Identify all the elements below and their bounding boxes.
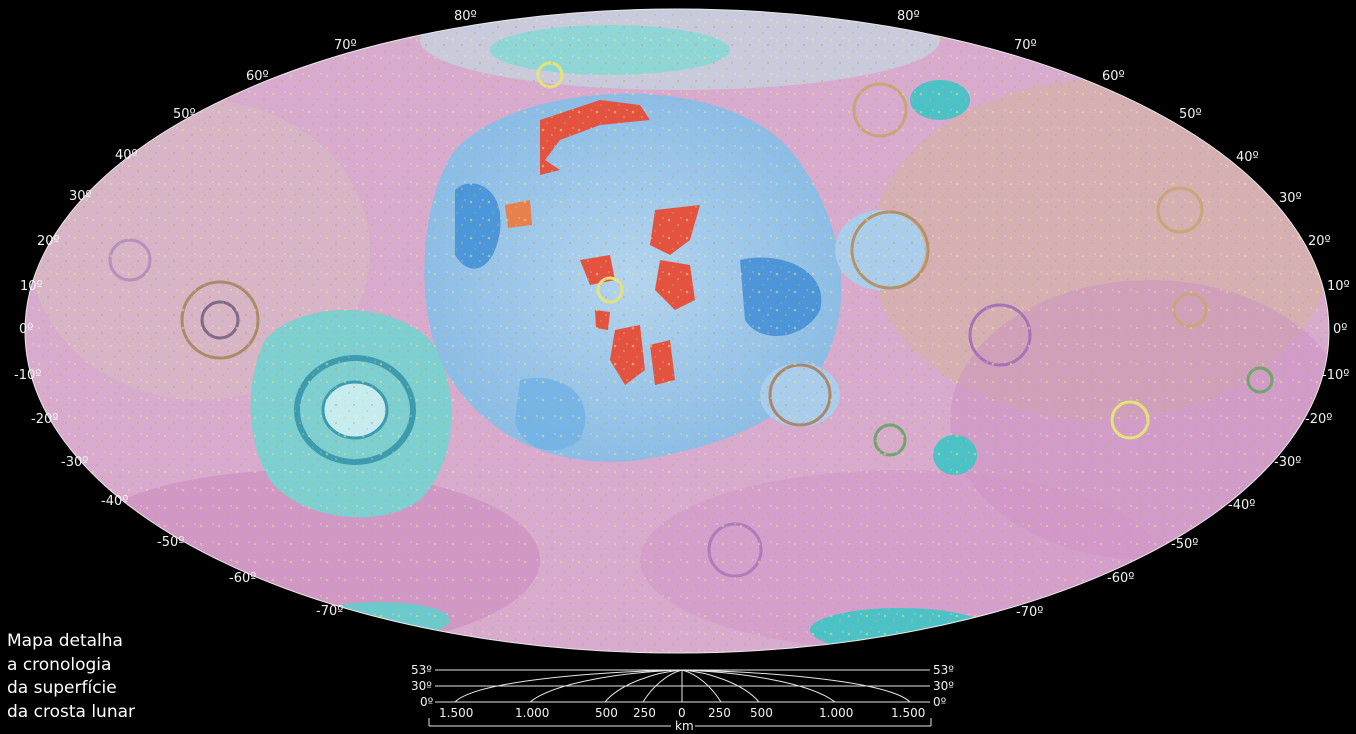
lat-label-right-70: 70º bbox=[1014, 38, 1037, 53]
scale-distance-label: 500 bbox=[750, 706, 773, 720]
lat-label-left-m70: -70º bbox=[316, 604, 344, 619]
lat-label-right-0: 0º bbox=[1333, 322, 1348, 337]
scale-distance-label: 1.500 bbox=[439, 706, 474, 720]
scale-distance-label: 1.500 bbox=[891, 706, 926, 720]
lat-label-right-m10: -10º bbox=[1322, 368, 1350, 383]
lat-label-left-0: 0º bbox=[19, 322, 34, 337]
scale-distance-label: 1.000 bbox=[819, 706, 854, 720]
lat-label-right-60: 60º bbox=[1102, 69, 1125, 84]
scale-bar: 53º 30º 0º 53º 30º 0º 1.500 1.000 500 25… bbox=[405, 660, 965, 734]
lat-label-left-10: 10º bbox=[20, 279, 43, 294]
scale-distance-label: 0 bbox=[678, 706, 686, 720]
lat-label-left-m30: -30º bbox=[61, 455, 89, 470]
scale-distance-label: 250 bbox=[633, 706, 656, 720]
lat-label-right-20: 20º bbox=[1308, 234, 1331, 249]
lat-label-right-m60: -60º bbox=[1107, 571, 1135, 586]
lat-label-right-30: 30º bbox=[1279, 191, 1302, 206]
scale-lat-right-30: 30º bbox=[933, 679, 954, 693]
caption-line: da superfície bbox=[7, 678, 117, 698]
lat-label-right-m30: -30º bbox=[1274, 455, 1302, 470]
caption-line: da crosta lunar bbox=[7, 701, 135, 722]
lat-label-left-70: 70º bbox=[334, 38, 357, 53]
lat-label-right-m40: -40º bbox=[1228, 498, 1256, 513]
scale-unit-label: km bbox=[675, 719, 694, 733]
lat-label-right-m50: -50º bbox=[1171, 537, 1199, 552]
scale-lat-left-53: 53º bbox=[411, 663, 432, 677]
scale-lat-right-0: 0º bbox=[933, 695, 947, 709]
scale-bar-graphic bbox=[428, 669, 932, 727]
lat-label-left-m40: -40º bbox=[101, 494, 129, 509]
lat-label-right-m70: -70º bbox=[1016, 605, 1044, 620]
lat-label-left-30: 30º bbox=[69, 189, 92, 204]
lat-label-left-40: 40º bbox=[115, 148, 138, 163]
scale-lat-left-0: 0º bbox=[420, 695, 434, 709]
scale-distance-label: 1.000 bbox=[515, 706, 550, 720]
lat-label-right-40: 40º bbox=[1236, 150, 1259, 165]
lat-label-left-m20: -20º bbox=[31, 412, 59, 427]
lat-label-left-m10: -10º bbox=[14, 368, 42, 383]
lat-label-right-10: 10º bbox=[1327, 279, 1350, 294]
lat-label-left-m50: -50º bbox=[157, 535, 185, 550]
lat-label-right-m20: -20º bbox=[1305, 412, 1333, 427]
lat-label-left-m60: -60º bbox=[229, 571, 257, 586]
lat-label-left-80: 80º bbox=[454, 9, 477, 24]
caption-line: Mapa detalha bbox=[7, 631, 123, 651]
map-caption: Mapa detalha a cronologia da superfície … bbox=[7, 630, 135, 724]
scale-distance-label: 250 bbox=[708, 706, 731, 720]
lat-label-right-80: 80º bbox=[897, 9, 920, 24]
lat-label-left-20: 20º bbox=[37, 234, 60, 249]
lat-label-left-60: 60º bbox=[246, 69, 269, 84]
lat-label-left-50: 50º bbox=[173, 107, 196, 122]
scale-lat-left-30: 30º bbox=[411, 679, 432, 693]
lat-label-right-50: 50º bbox=[1179, 107, 1202, 122]
scale-lat-right-53: 53º bbox=[933, 663, 954, 677]
scale-distance-label: 500 bbox=[595, 706, 618, 720]
caption-line: a cronologia bbox=[7, 654, 112, 675]
